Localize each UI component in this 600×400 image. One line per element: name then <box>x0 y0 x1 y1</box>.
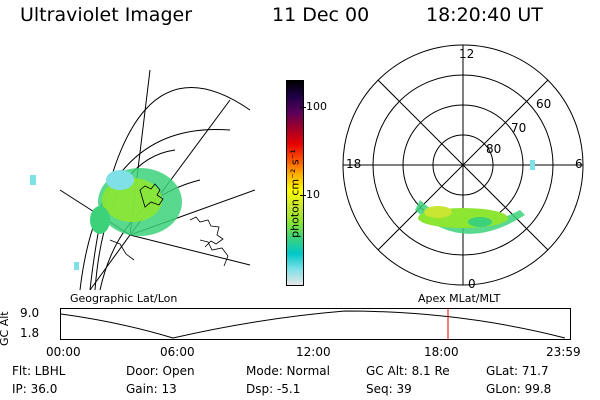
info-door: Door: Open <box>126 364 195 378</box>
gc-alt-tick-low: 1.8 <box>20 326 40 340</box>
mlt-label-12: 12 <box>459 47 474 61</box>
mlt-label-0: 0 <box>468 277 476 290</box>
info-mode: Mode: Normal <box>246 364 330 378</box>
colorbar-tick-10: 10 <box>306 188 320 201</box>
colorbar-unit-label: photon cm⁻² s⁻¹ <box>288 149 302 238</box>
info-ip: IP: 36.0 <box>12 382 58 396</box>
colorbar <box>286 80 304 286</box>
info-seq: Seq: 39 <box>366 382 412 396</box>
info-gain: Gain: 13 <box>126 382 177 396</box>
geographic-panel-label: Geographic Lat/Lon <box>70 292 178 305</box>
aurora-emission-apex <box>415 160 535 234</box>
colorbar-tickmark <box>300 195 306 196</box>
time-tick-1200: 12:00 <box>296 345 331 359</box>
info-dsp: Dsp: -5.1 <box>246 382 301 396</box>
altitude-strip-plot <box>60 308 571 340</box>
gc-alt-tick-high: 9.0 <box>20 306 40 320</box>
apex-polar-panel: 12 18 6 0 60 70 80 <box>342 44 584 290</box>
date-label: 11 Dec 00 <box>272 4 370 26</box>
info-filter: Flt: LBHL <box>12 364 66 378</box>
info-glat: GLat: 71.7 <box>486 364 549 378</box>
lat-label-60: 60 <box>536 97 551 111</box>
gc-alt-axis-title: GC Alt <box>0 311 11 346</box>
time-tick-0600: 06:00 <box>160 345 195 359</box>
lat-label-70: 70 <box>511 121 526 135</box>
lat-label-80: 80 <box>486 142 501 156</box>
info-gc-alt: GC Alt: 8.1 Re <box>366 364 450 378</box>
mlt-label-6: 6 <box>575 157 583 171</box>
mlt-label-18: 18 <box>346 157 361 171</box>
colorbar-tick-100: 100 <box>306 100 327 113</box>
apex-panel-label: Apex MLat/MLT <box>418 292 501 305</box>
time-tick-2359: 23:59 <box>546 345 581 359</box>
app-title: Ultraviolet Imager <box>20 4 193 26</box>
time-label: 18:20:40 UT <box>426 4 543 26</box>
aurora-emission-geo <box>30 168 182 270</box>
info-glon: GLon: 99.8 <box>486 382 552 396</box>
time-tick-1800: 18:00 <box>424 345 459 359</box>
colorbar-tickmark <box>300 107 306 108</box>
time-tick-0000: 00:00 <box>46 345 81 359</box>
geographic-image-panel <box>30 69 256 290</box>
